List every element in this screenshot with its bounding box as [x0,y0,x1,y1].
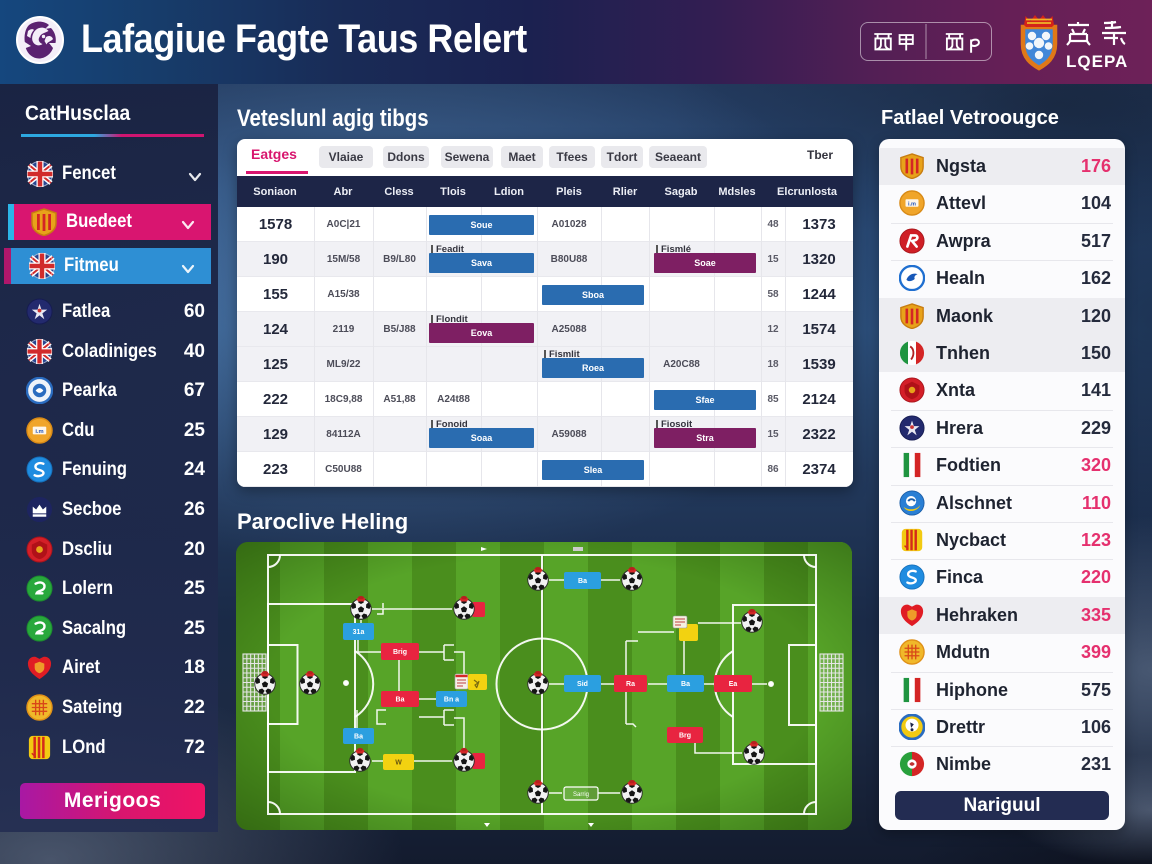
svg-text:Ba: Ba [578,578,587,585]
svg-text:Brig: Brig [393,649,407,656]
svg-text:Ra: Ra [626,681,635,688]
svg-text:Ba: Ba [354,734,363,741]
svg-text:Sarrig: Sarrig [573,792,589,798]
svg-text:Bn a: Bn a [444,697,459,704]
svg-text:Sid: Sid [577,681,588,688]
svg-text:i.m: i.m [35,429,43,435]
svg-text:i.m: i.m [908,202,916,208]
svg-text:Ba: Ba [396,697,405,704]
svg-text:31a: 31a [353,629,365,636]
svg-text:W: W [395,760,402,767]
svg-text:Ba: Ba [681,681,690,688]
svg-text:Brg: Brg [679,733,691,740]
svg-text:Ea: Ea [729,681,738,688]
